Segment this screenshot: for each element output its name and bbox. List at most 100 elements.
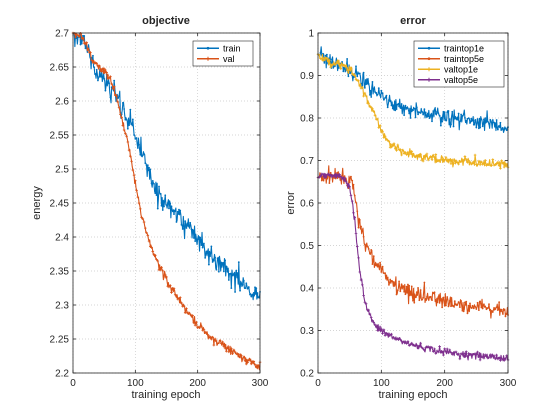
error-data-point (336, 62, 340, 65)
error-data-point (383, 134, 387, 138)
error-data-point (450, 158, 454, 162)
error-data-point (463, 352, 467, 355)
objective-data-point (110, 82, 113, 86)
error-data-point (392, 142, 396, 145)
error-data-point (382, 328, 386, 332)
error-data-point (499, 121, 502, 124)
error-data-point (496, 309, 499, 311)
error-data-point (475, 353, 478, 356)
error-data-point (412, 299, 414, 302)
error-data-point (449, 162, 453, 166)
error-data-point (385, 94, 388, 97)
objective-data-point (143, 153, 145, 155)
objective-data-point (214, 256, 217, 259)
error-data-point (452, 125, 455, 128)
error-data-point (462, 354, 465, 358)
error-data-point (350, 175, 352, 178)
objective-data-point (92, 54, 94, 57)
error-data-point (358, 72, 361, 75)
objective-data-point (154, 192, 157, 195)
error-data-point (428, 156, 431, 160)
error-data-point (414, 116, 417, 119)
error-data-point (361, 283, 364, 287)
objective-data-point (246, 287, 249, 290)
error-data-point (404, 151, 407, 154)
error-data-point (481, 307, 484, 310)
error-data-point (388, 99, 390, 101)
error-data-point (371, 107, 374, 111)
objective-data-point (180, 301, 183, 305)
error-data-point (384, 272, 387, 275)
error-data-point (497, 356, 501, 360)
error-y-tick-label: 0.2 (300, 369, 314, 380)
error-data-point (356, 75, 359, 78)
error-legend-label-traintop5e: traintop5e (444, 54, 484, 64)
objective-data-point (242, 279, 245, 282)
objective-data-point (223, 346, 227, 350)
objective-data-point (175, 295, 178, 299)
error-data-point (413, 301, 416, 304)
error-data-point (403, 290, 406, 293)
objective-data-point (171, 210, 174, 213)
objective-data-point (173, 293, 177, 297)
error-data-point (380, 327, 383, 331)
objective-data-point (142, 220, 146, 224)
objective-data-point (209, 255, 212, 258)
error-data-point (404, 104, 407, 107)
objective-data-point (184, 220, 187, 223)
error-data-point (426, 295, 428, 298)
error-y-tick-label: 0.9 (300, 71, 314, 82)
error-data-point (356, 210, 359, 213)
objective-data-point (144, 226, 147, 230)
error-title: error (400, 15, 426, 27)
objective-data-point (121, 124, 125, 127)
objective-data-point (225, 349, 228, 353)
objective-y-tick-label: 2.55 (50, 131, 70, 142)
error-legend-label-traintop1e: traintop1e (444, 43, 484, 53)
error-data-point (367, 101, 370, 105)
error-data-point (472, 123, 475, 126)
error-data-point (431, 350, 435, 353)
error-data-point (338, 173, 341, 176)
objective-data-point (205, 331, 208, 335)
objective-data-point (207, 263, 210, 266)
error-series-traintop5e-markers (317, 171, 509, 318)
error-data-point (505, 313, 508, 316)
error-data-point (377, 87, 380, 89)
error-data-point (495, 119, 498, 121)
error-data-point (476, 118, 479, 120)
error-data-point (352, 183, 355, 186)
error-data-point (386, 106, 389, 109)
error-data-point (492, 354, 496, 358)
error-data-point (457, 352, 460, 356)
objective-data-point (253, 363, 257, 366)
objective-data-point (188, 312, 192, 316)
error-data-point (483, 118, 485, 121)
error-data-point (503, 309, 506, 311)
error-data-point (324, 54, 327, 57)
error-data-point (464, 350, 468, 353)
error-data-point (420, 299, 423, 301)
objective-data-point (249, 293, 251, 296)
error-data-point (419, 152, 422, 156)
error-data-point (423, 281, 426, 284)
error-data-point (419, 112, 422, 114)
error-data-point (501, 162, 505, 165)
error-data-point (448, 118, 451, 121)
error-data-point (452, 162, 455, 165)
error-data-point (488, 353, 492, 357)
error-data-point (407, 152, 411, 156)
objective-data-point (163, 273, 167, 277)
error-data-point (494, 308, 497, 311)
objective-data-point (244, 287, 246, 290)
error-data-point (455, 117, 457, 120)
error-data-point (433, 155, 436, 159)
error-data-point (332, 66, 335, 69)
error-x-axis-label: training epoch (378, 389, 447, 401)
error-y-tick-label: 0.3 (300, 326, 314, 337)
error-data-point (405, 342, 408, 345)
objective-data-point (168, 284, 172, 287)
error-data-point (409, 290, 412, 293)
error-legend-label-valtop5e: valtop5e (444, 75, 478, 85)
objective-y-tick-label: 2.45 (50, 199, 70, 210)
